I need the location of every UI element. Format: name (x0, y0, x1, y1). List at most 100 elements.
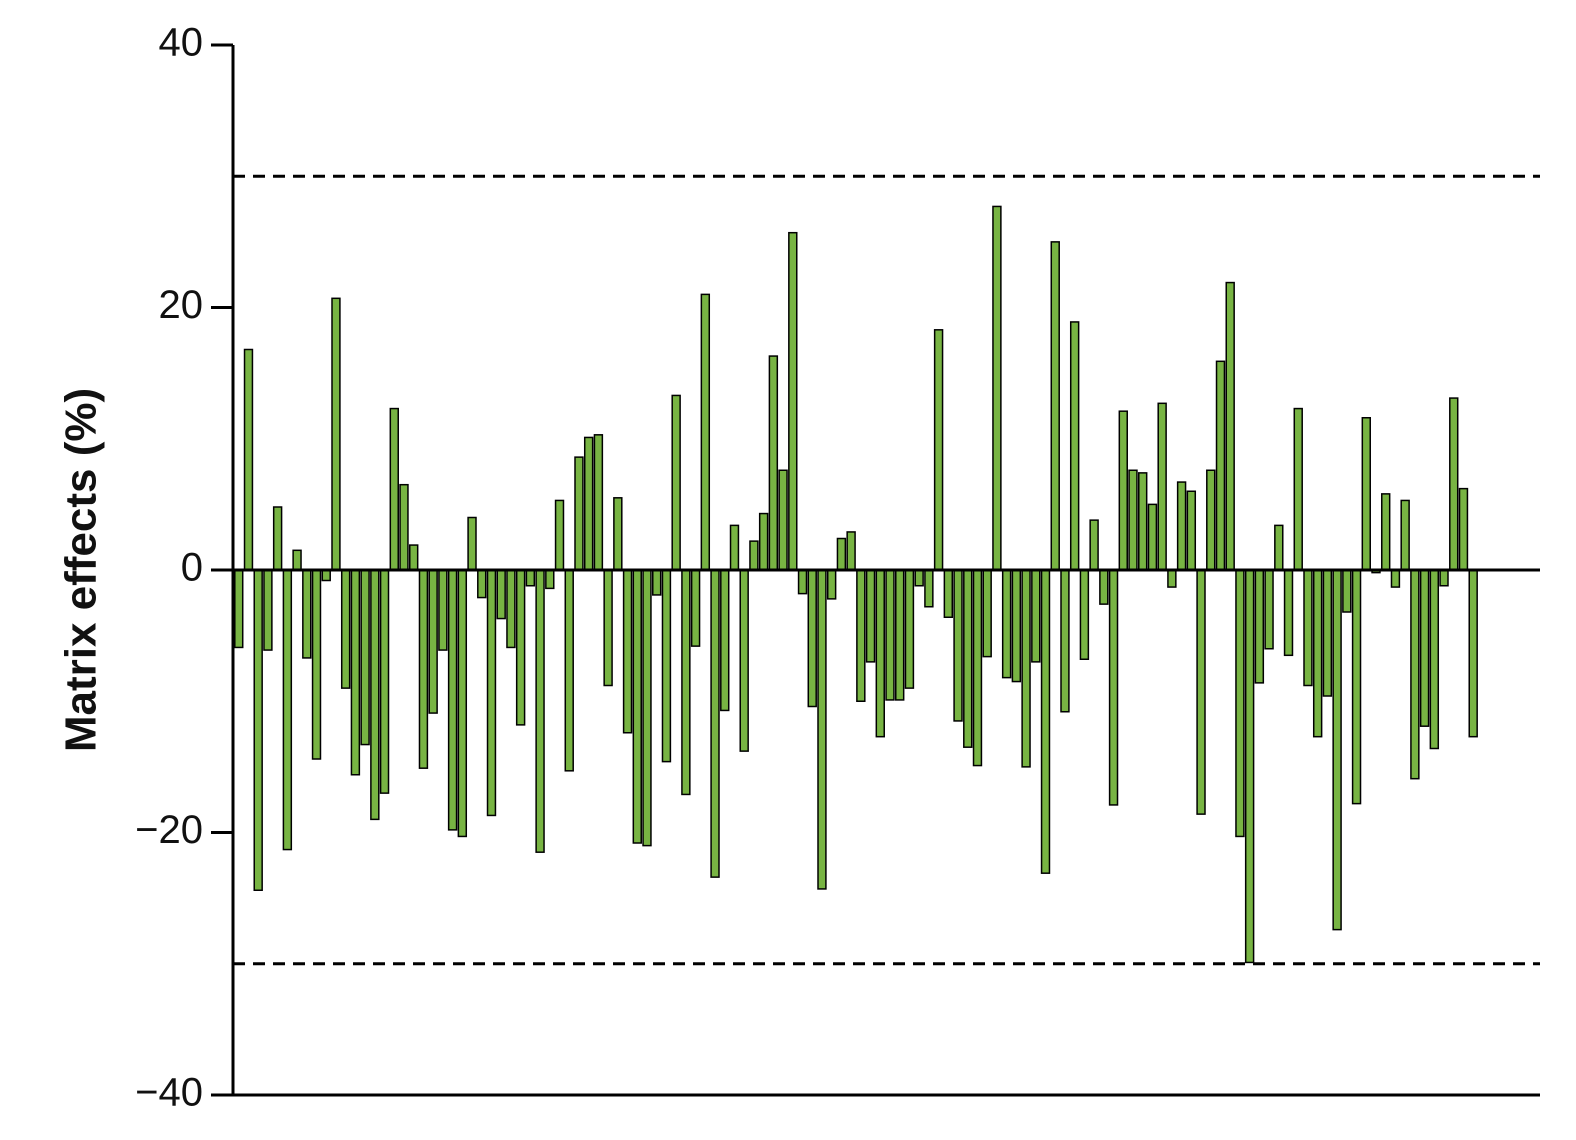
bar (642, 569, 652, 847)
bar (622, 569, 633, 734)
bar (1293, 407, 1303, 571)
bar (788, 231, 798, 571)
bar (467, 516, 477, 571)
bar (972, 569, 983, 767)
bar (826, 569, 837, 600)
bar (807, 569, 817, 708)
bar (1138, 472, 1148, 571)
bar (1060, 569, 1070, 713)
bar (836, 537, 847, 571)
bar (418, 569, 429, 769)
bar (506, 569, 516, 649)
bar (982, 569, 992, 658)
bar (729, 524, 740, 571)
bar (331, 297, 341, 571)
bar (447, 569, 458, 831)
bar (1449, 397, 1459, 571)
bar (1196, 569, 1206, 815)
bar (253, 569, 263, 891)
bar (963, 569, 973, 748)
bar (350, 569, 361, 776)
bar (1332, 569, 1342, 931)
bar (1157, 402, 1167, 571)
bar (1342, 569, 1352, 613)
bar (904, 569, 915, 689)
bar (1021, 569, 1031, 768)
bar (1381, 493, 1391, 571)
bar (1410, 569, 1420, 780)
bar (914, 569, 924, 587)
y-axis-label: Matrix effects (%) (57, 388, 106, 752)
bar (700, 293, 711, 571)
bar (1419, 569, 1430, 727)
bar (1429, 569, 1440, 750)
bar (749, 540, 759, 571)
bar (1312, 569, 1323, 738)
bar (671, 394, 681, 571)
bar (1361, 417, 1371, 571)
bar (515, 569, 526, 726)
bar (1235, 569, 1245, 838)
bar (895, 569, 905, 701)
bar (263, 569, 273, 651)
bar (311, 569, 322, 760)
bar (817, 569, 827, 890)
bar (1215, 360, 1226, 571)
bar (486, 569, 497, 817)
bar (1351, 569, 1362, 805)
bar (438, 569, 448, 651)
bar (1458, 487, 1469, 571)
bar (282, 569, 293, 851)
bar (545, 569, 555, 590)
bar (321, 569, 331, 582)
bar (457, 569, 468, 838)
bar (1118, 410, 1128, 571)
bar (778, 469, 788, 571)
bar (379, 569, 390, 794)
bar (409, 544, 419, 571)
bar (768, 355, 779, 571)
bar (535, 569, 545, 853)
y-tick-label: −20 (135, 808, 203, 852)
bar (428, 569, 438, 714)
bar (302, 569, 312, 659)
bar (1089, 519, 1099, 571)
bar (875, 569, 885, 738)
bar (613, 497, 623, 571)
bar (593, 434, 604, 571)
bar (690, 569, 701, 647)
bar (885, 569, 895, 701)
bar (1176, 481, 1187, 571)
bar (1283, 569, 1294, 657)
bar (797, 569, 808, 595)
bar (603, 569, 613, 687)
bar (1011, 569, 1022, 683)
bar (583, 436, 594, 571)
y-tick-label: 20 (159, 283, 204, 327)
bar (933, 329, 944, 571)
bar (1244, 569, 1255, 964)
bar (1264, 569, 1274, 650)
bar (1206, 469, 1216, 571)
bar (477, 569, 487, 599)
bar (943, 569, 954, 618)
bar (399, 483, 409, 571)
bar (992, 205, 1002, 571)
bar (681, 569, 691, 796)
bar (1040, 569, 1051, 874)
bar (1147, 503, 1158, 571)
bar (1390, 569, 1401, 588)
bar (661, 569, 672, 763)
bar (1031, 569, 1041, 663)
bar (1186, 490, 1197, 571)
y-tick-label: −40 (135, 1071, 203, 1115)
bar (1439, 569, 1449, 587)
bar (564, 569, 574, 772)
bar (1079, 569, 1090, 660)
bar (1001, 569, 1012, 679)
bar (272, 506, 283, 571)
bar (1167, 569, 1177, 588)
bar (652, 569, 662, 596)
bar (292, 549, 302, 571)
